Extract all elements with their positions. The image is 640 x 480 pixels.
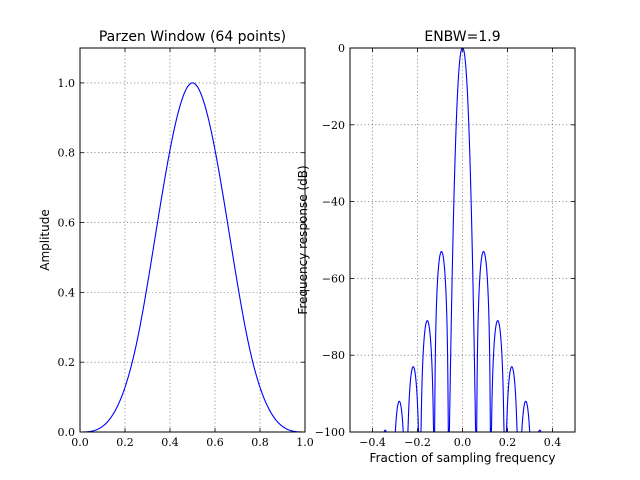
right-y-axis-label: Frequency response (dB) [296, 165, 310, 314]
y-tick-label: −100 [315, 426, 345, 439]
x-tick-label: 0.0 [71, 436, 89, 449]
x-tick-label: 0.8 [251, 436, 269, 449]
right-chart-title: ENBW=1.9 [424, 29, 500, 45]
x-tick-label: 0.2 [499, 436, 517, 449]
x-tick-label: −0.2 [404, 436, 431, 449]
x-tick-label: 1.0 [296, 436, 314, 449]
y-tick-label: −60 [322, 272, 345, 285]
y-tick-label: 0.8 [58, 147, 76, 160]
right-grid [350, 48, 575, 432]
x-tick-label: 0.2 [116, 436, 134, 449]
right-chart-frequency-response: −0.4 −0.2 0.0 0.2 0.4 0 −20 −40 −60 −80 −100 ENBW=… [296, 29, 576, 465]
y-tick-label: −80 [322, 349, 345, 362]
y-tick-label: 0 [338, 42, 345, 55]
left-grid [80, 48, 305, 432]
y-tick-label: 0.0 [58, 426, 76, 439]
left-chart-title: Parzen Window (64 points) [99, 29, 286, 45]
y-tick-label: −40 [322, 196, 345, 209]
y-tick-label: 0.2 [58, 356, 76, 369]
x-tick-label: −0.4 [359, 436, 386, 449]
right-x-axis-label: Fraction of sampling frequency [370, 451, 556, 465]
x-tick-label: 0.6 [206, 436, 224, 449]
left-y-axis-label: Amplitude [38, 209, 52, 271]
parzen-window-curve [80, 82, 305, 433]
y-tick-label: 0.4 [58, 286, 76, 299]
left-ticks: 0.0 0.2 0.4 0.6 0.8 1.0 0.0 0.2 0.4 0.6 0.8 1.0 [58, 48, 314, 449]
left-axes-frame [79, 47, 306, 433]
y-tick-label: 1.0 [58, 77, 76, 90]
y-tick-label: −20 [322, 119, 345, 132]
x-tick-label: 0.0 [454, 436, 472, 449]
right-ticks: −0.4 −0.2 0.0 0.2 0.4 0 −20 −40 −60 −80 −100 [315, 42, 575, 449]
left-chart-parzen-window: 0.0 0.2 0.4 0.6 0.8 1.0 0.0 0.2 0.4 0.6 0.8 1.0 Par… [38, 29, 314, 449]
x-tick-label: 0.4 [544, 436, 562, 449]
y-tick-label: 0.6 [58, 217, 76, 230]
x-tick-label: 0.4 [161, 436, 179, 449]
